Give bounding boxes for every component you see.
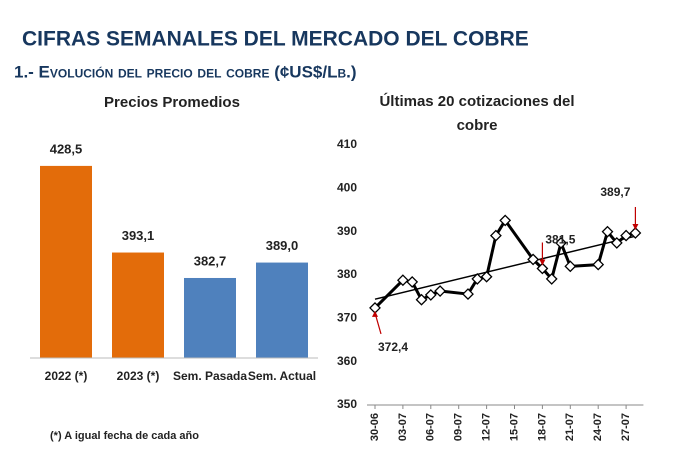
bar [256, 262, 308, 358]
value-label: 382,7 [194, 253, 227, 268]
x-tick-label: 21-07 [564, 413, 576, 441]
marker [610, 237, 623, 249]
chart-title-box: Últimas 20 cotizaciones del cobre [379, 93, 575, 134]
bar [112, 252, 164, 358]
value-label: 372,4 [378, 340, 408, 354]
marker [480, 270, 493, 283]
marker [545, 272, 558, 285]
page-title: CIFRAS SEMANALES DEL MERCADO DEL COBRE [22, 28, 529, 51]
bar [40, 165, 92, 358]
y-tick-label: 370 [337, 311, 357, 325]
marker [434, 285, 447, 297]
arrow-head [632, 223, 639, 230]
bar [184, 277, 236, 358]
marker [629, 227, 642, 239]
x-tick-label: 12-07 [481, 413, 493, 441]
value-label: 428,5 [50, 141, 83, 156]
x-tick-label: 2022 (*) [45, 369, 88, 383]
marker [396, 274, 409, 287]
marker [564, 260, 577, 273]
arrow-head [372, 310, 378, 317]
trend-line [374, 235, 636, 300]
marker [527, 253, 540, 266]
marker [424, 289, 437, 301]
y-tick-label: 380 [337, 267, 357, 281]
x-tick-label: Sem. Pasada [173, 369, 247, 383]
x-tick-label: 30-06 [369, 413, 381, 441]
y-tick-label: 360 [337, 354, 357, 368]
value-label: 393,1 [122, 228, 155, 243]
marker [471, 272, 484, 285]
marker [592, 258, 605, 271]
marker [536, 262, 549, 275]
x-tick-label: 18-07 [536, 413, 548, 441]
marker [620, 229, 633, 242]
arrow-head [539, 259, 546, 266]
page-subtitle: 1.- Evolución del precio del cobre (¢US$… [14, 62, 357, 81]
marker [601, 225, 614, 238]
x-tick-label: 06-07 [425, 413, 437, 441]
x-tick-label: Sem. Actual [248, 369, 316, 383]
value-label: 389,7 [600, 185, 630, 199]
y-tick-label: 400 [337, 181, 357, 195]
footnote: (*) A igual fecha de cada año [50, 430, 199, 442]
x-tick-label: 24-07 [592, 413, 604, 441]
y-tick-label: 350 [337, 397, 357, 411]
y-tick-label: 410 [337, 137, 357, 151]
x-tick-label: 03-07 [397, 413, 409, 441]
chart-title: Precios Promedios [104, 94, 240, 111]
marker [415, 293, 428, 306]
x-tick-label: 27-07 [620, 413, 632, 441]
x-tick-label: 15-07 [508, 413, 520, 441]
value-label: 381,5 [545, 233, 575, 247]
chart-title: Últimas 20 cotizaciones del cobre [379, 93, 575, 134]
y-tick-label: 390 [337, 224, 357, 238]
marker [462, 288, 474, 300]
marker [406, 276, 419, 288]
marker [489, 229, 502, 242]
marker [499, 214, 512, 227]
x-tick-label: 2023 (*) [117, 369, 160, 383]
marker [555, 237, 567, 249]
value-label: 389,0 [266, 238, 299, 253]
x-tick-label: 09-07 [453, 413, 465, 441]
